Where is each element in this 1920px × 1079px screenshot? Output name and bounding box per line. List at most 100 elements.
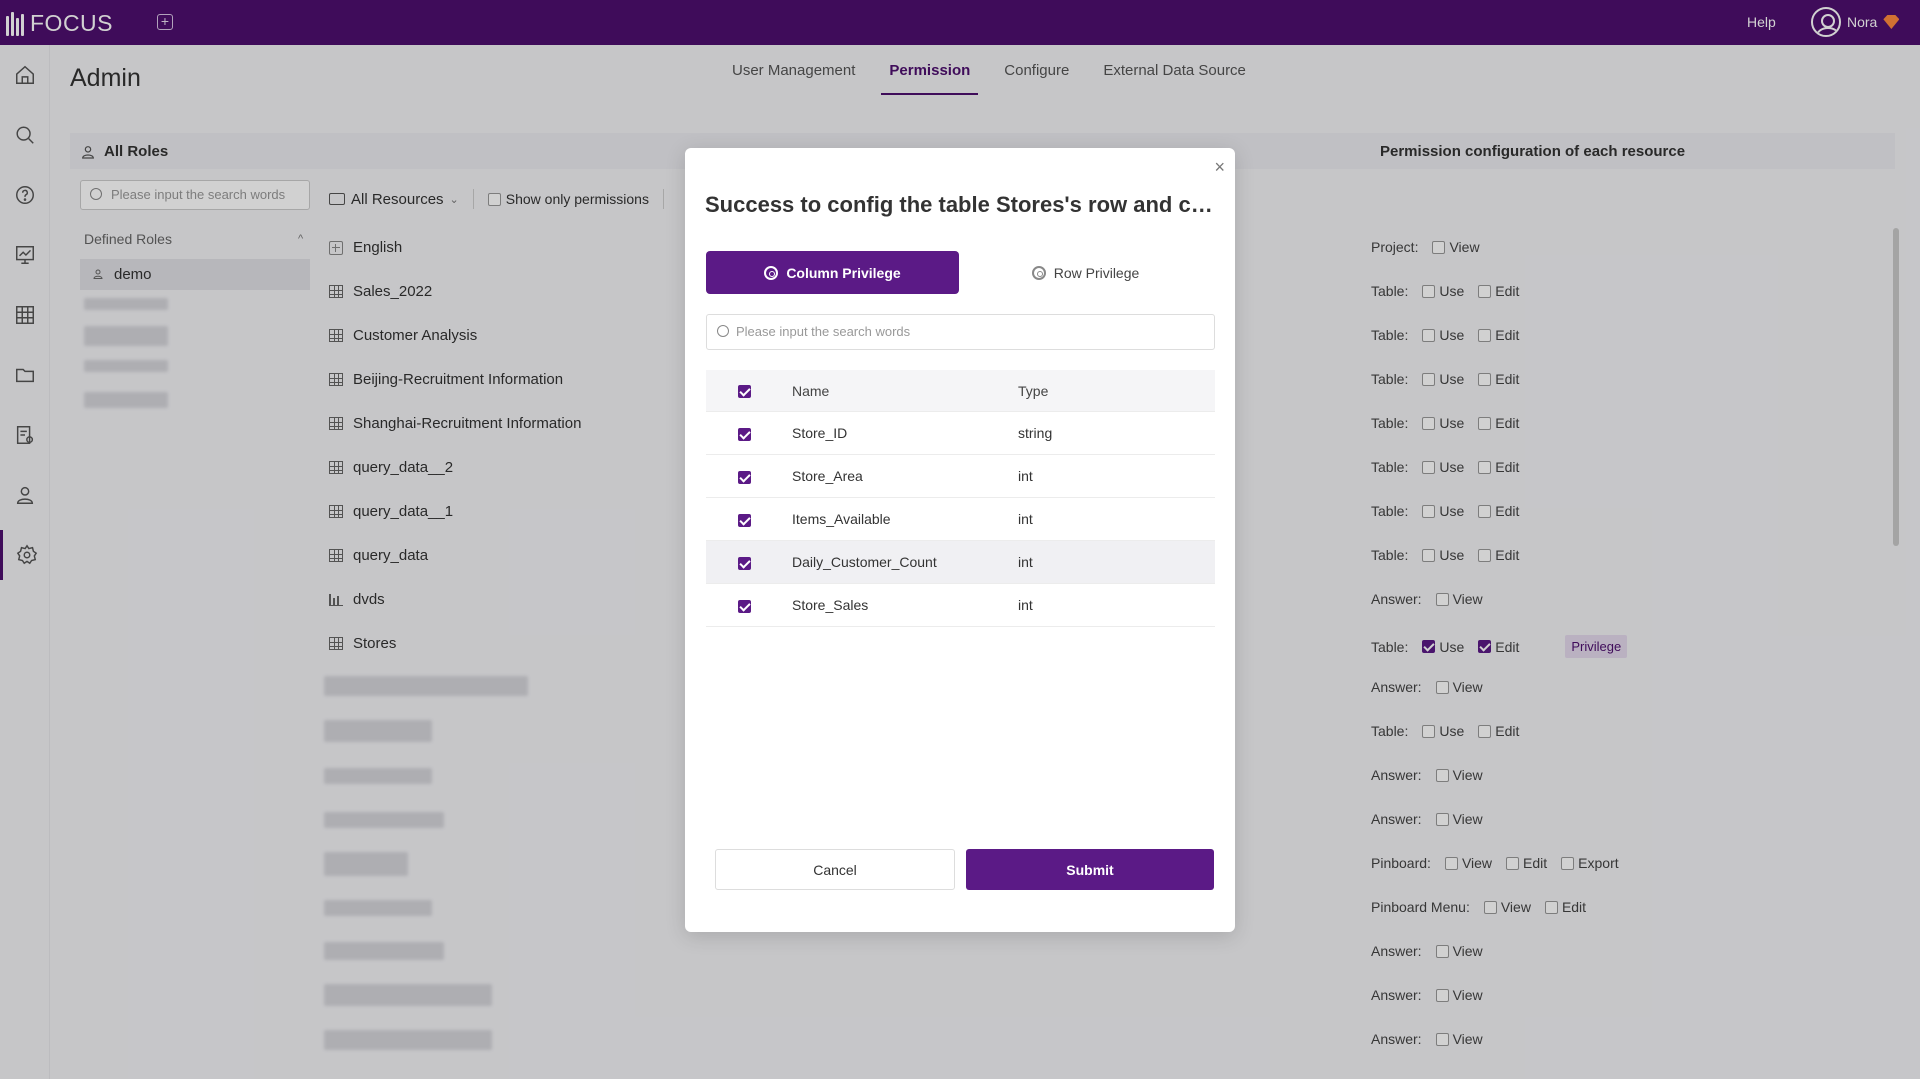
permission-option[interactable]: Use (1422, 415, 1464, 431)
resource-item[interactable]: query_data__2 (329, 459, 453, 476)
table-icon[interactable] (0, 290, 50, 340)
permission-option[interactable]: Export (1561, 855, 1619, 871)
show-only-permissions-checkbox[interactable] (487, 192, 501, 206)
permission-checkbox[interactable] (1506, 856, 1520, 870)
permission-checkbox[interactable] (1478, 284, 1492, 298)
admin-settings-icon[interactable] (0, 530, 50, 580)
resource-item[interactable]: Stores (329, 635, 396, 652)
permission-checkbox[interactable] (1422, 460, 1436, 474)
permission-option[interactable]: Edit (1478, 371, 1519, 387)
permission-checkbox[interactable] (1432, 240, 1446, 254)
permission-option[interactable]: Edit (1478, 415, 1519, 431)
resource-item[interactable]: query_data (329, 547, 428, 564)
permission-checkbox[interactable] (1478, 416, 1492, 430)
resource-item[interactable]: Customer Analysis (329, 327, 477, 344)
permission-checkbox[interactable] (1422, 284, 1436, 298)
permission-option[interactable]: Use (1422, 503, 1464, 519)
permission-checkbox[interactable] (1435, 988, 1449, 1002)
permission-checkbox[interactable] (1422, 328, 1436, 342)
privilege-button[interactable]: Privilege (1565, 635, 1628, 658)
permission-option[interactable]: View (1435, 767, 1483, 783)
permission-option[interactable]: View (1435, 679, 1483, 695)
resource-item[interactable]: Beijing-Recruitment Information (329, 371, 563, 388)
select-all-checkbox[interactable] (738, 385, 751, 399)
column-privilege-button[interactable]: Column Privilege (706, 251, 959, 294)
role-item-demo[interactable]: demo (80, 259, 310, 290)
permission-option[interactable]: Use (1422, 371, 1464, 387)
permission-checkbox[interactable] (1478, 372, 1492, 386)
scrollbar[interactable] (1893, 228, 1899, 546)
resource-item[interactable]: query_data__1 (329, 503, 453, 520)
tab-permission[interactable]: Permission (877, 62, 982, 95)
permission-option[interactable]: Edit (1478, 327, 1519, 343)
permission-checkbox[interactable] (1478, 640, 1492, 653)
permission-option[interactable]: View (1444, 855, 1492, 871)
permission-checkbox[interactable] (1422, 548, 1436, 562)
permission-option[interactable]: Use (1422, 639, 1464, 655)
permission-option[interactable]: Use (1422, 283, 1464, 299)
help-link[interactable]: Help (1747, 14, 1776, 30)
column-checkbox[interactable] (738, 427, 751, 441)
permission-option[interactable]: Use (1422, 327, 1464, 343)
permission-checkbox[interactable] (1435, 1032, 1449, 1046)
show-only-permissions-toggle[interactable]: Show only permissions (487, 191, 649, 207)
tab-configure[interactable]: Configure (1004, 62, 1070, 79)
permission-checkbox[interactable] (1422, 504, 1436, 518)
table-row[interactable]: Store_ID string (706, 412, 1215, 455)
focus-logo[interactable]: FOCUS (6, 10, 113, 37)
permission-checkbox[interactable] (1435, 680, 1449, 694)
chevron-up-icon[interactable]: ^ (298, 233, 304, 245)
permission-checkbox[interactable] (1444, 856, 1458, 870)
user-icon[interactable] (0, 470, 50, 520)
new-tab-icon[interactable]: + (157, 14, 173, 30)
column-search-input[interactable]: Please input the search words (706, 314, 1215, 350)
permission-option[interactable]: View (1435, 811, 1483, 827)
permission-option[interactable]: Edit (1478, 547, 1519, 563)
table-row[interactable]: Daily_Customer_Count int (706, 541, 1215, 584)
all-resources-dropdown[interactable]: All Resources ⌄ (329, 191, 459, 208)
permission-option[interactable]: View (1432, 239, 1480, 255)
column-checkbox[interactable] (738, 513, 751, 527)
resource-item[interactable]: dvds (329, 591, 385, 608)
permission-checkbox[interactable] (1478, 328, 1492, 342)
table-row[interactable]: Items_Available int (706, 498, 1215, 541)
permission-option[interactable]: Edit (1478, 283, 1519, 299)
permission-checkbox[interactable] (1435, 592, 1449, 606)
permission-checkbox[interactable] (1422, 640, 1436, 653)
permission-checkbox[interactable] (1483, 900, 1497, 914)
home-icon[interactable] (0, 50, 50, 100)
permission-option[interactable]: Use (1422, 459, 1464, 475)
permission-checkbox[interactable] (1561, 856, 1575, 870)
permission-checkbox[interactable] (1435, 768, 1449, 782)
permission-checkbox[interactable] (1478, 504, 1492, 518)
user-menu[interactable]: Nora (1811, 7, 1900, 37)
search-icon[interactable] (0, 110, 50, 160)
column-checkbox[interactable] (738, 556, 751, 570)
permission-checkbox[interactable] (1422, 372, 1436, 386)
resource-item[interactable]: English (329, 239, 402, 256)
help-circle-icon[interactable] (0, 170, 50, 220)
row-privilege-button[interactable]: Row Privilege (959, 251, 1212, 294)
column-checkbox[interactable] (738, 470, 751, 484)
permission-option[interactable]: Edit (1544, 899, 1586, 915)
close-icon[interactable]: × (1214, 157, 1225, 177)
resource-item[interactable]: Sales_2022 (329, 283, 432, 300)
permission-checkbox[interactable] (1478, 724, 1492, 738)
permission-checkbox[interactable] (1435, 812, 1449, 826)
permission-option[interactable]: View (1483, 899, 1531, 915)
submit-button[interactable]: Submit (966, 849, 1214, 890)
tab-user-management[interactable]: User Management (732, 62, 856, 79)
permission-option[interactable]: View (1435, 987, 1483, 1003)
permission-option[interactable]: View (1435, 1031, 1483, 1047)
role-search-input[interactable]: Please input the search words (80, 180, 310, 210)
pinboard-icon[interactable] (0, 230, 50, 280)
permission-option[interactable]: Edit (1478, 459, 1519, 475)
permission-checkbox[interactable] (1422, 724, 1436, 738)
resource-item[interactable]: Shanghai-Recruitment Information (329, 415, 581, 432)
task-settings-icon[interactable] (0, 410, 50, 460)
permission-option[interactable]: Use (1422, 723, 1464, 739)
permission-option[interactable]: View (1435, 943, 1483, 959)
permission-checkbox[interactable] (1544, 900, 1558, 914)
permission-option[interactable]: Use (1422, 547, 1464, 563)
permission-option[interactable]: Edit (1478, 723, 1519, 739)
